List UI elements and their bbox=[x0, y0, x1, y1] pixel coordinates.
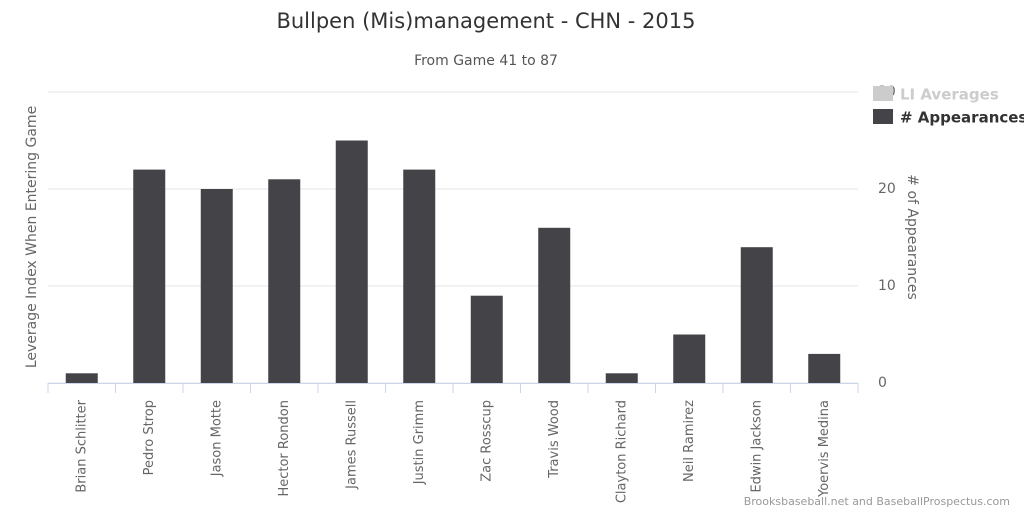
bar bbox=[268, 179, 301, 383]
x-tick-label: Travis Wood bbox=[547, 400, 562, 479]
bar bbox=[538, 227, 571, 383]
x-tick-label: Neil Ramirez bbox=[682, 400, 697, 482]
x-tick-label: Clayton Richard bbox=[614, 400, 629, 503]
bar bbox=[133, 169, 166, 383]
x-tick-label: Zac Rosscup bbox=[479, 400, 494, 482]
legend-label: LI Averages bbox=[900, 86, 999, 104]
bar bbox=[808, 353, 841, 383]
credits: Brooksbaseball.net and BaseballProspectu… bbox=[744, 495, 1010, 508]
chart-title: Bullpen (Mis)management - CHN - 2015 bbox=[276, 9, 695, 33]
bar bbox=[673, 334, 706, 383]
x-tick-label: Pedro Strop bbox=[142, 400, 157, 475]
chart-subtitle: From Game 41 to 87 bbox=[414, 53, 558, 69]
x-tick-label: Jason Motte bbox=[209, 400, 224, 477]
legend-swatch bbox=[873, 86, 893, 101]
bar bbox=[200, 189, 233, 383]
x-tick-label: Hector Rondon bbox=[277, 400, 292, 497]
x-tick-label: James Russell bbox=[344, 400, 359, 490]
x-tick-label: Justin Grimm bbox=[412, 400, 427, 485]
bar bbox=[605, 373, 638, 383]
bar bbox=[65, 373, 98, 383]
bar bbox=[470, 295, 503, 383]
legend-label: # Appearances bbox=[900, 109, 1024, 127]
bar bbox=[335, 140, 368, 383]
y2-axis-title: # of Appearances bbox=[904, 174, 920, 299]
legend-swatch bbox=[873, 109, 893, 124]
x-tick-label: Brian Schlitter bbox=[74, 399, 89, 492]
y2-tick-label: 10 bbox=[878, 278, 896, 294]
bar bbox=[403, 169, 436, 383]
x-tick-label: Edwin Jackson bbox=[749, 400, 764, 493]
y2-tick-label: 0 bbox=[878, 375, 887, 391]
x-tick-label: Yoervis Medina bbox=[817, 400, 832, 498]
y-axis-title: Leverage Index When Entering Game bbox=[24, 106, 40, 368]
bar bbox=[740, 247, 773, 383]
y2-tick-label: 20 bbox=[878, 181, 896, 197]
